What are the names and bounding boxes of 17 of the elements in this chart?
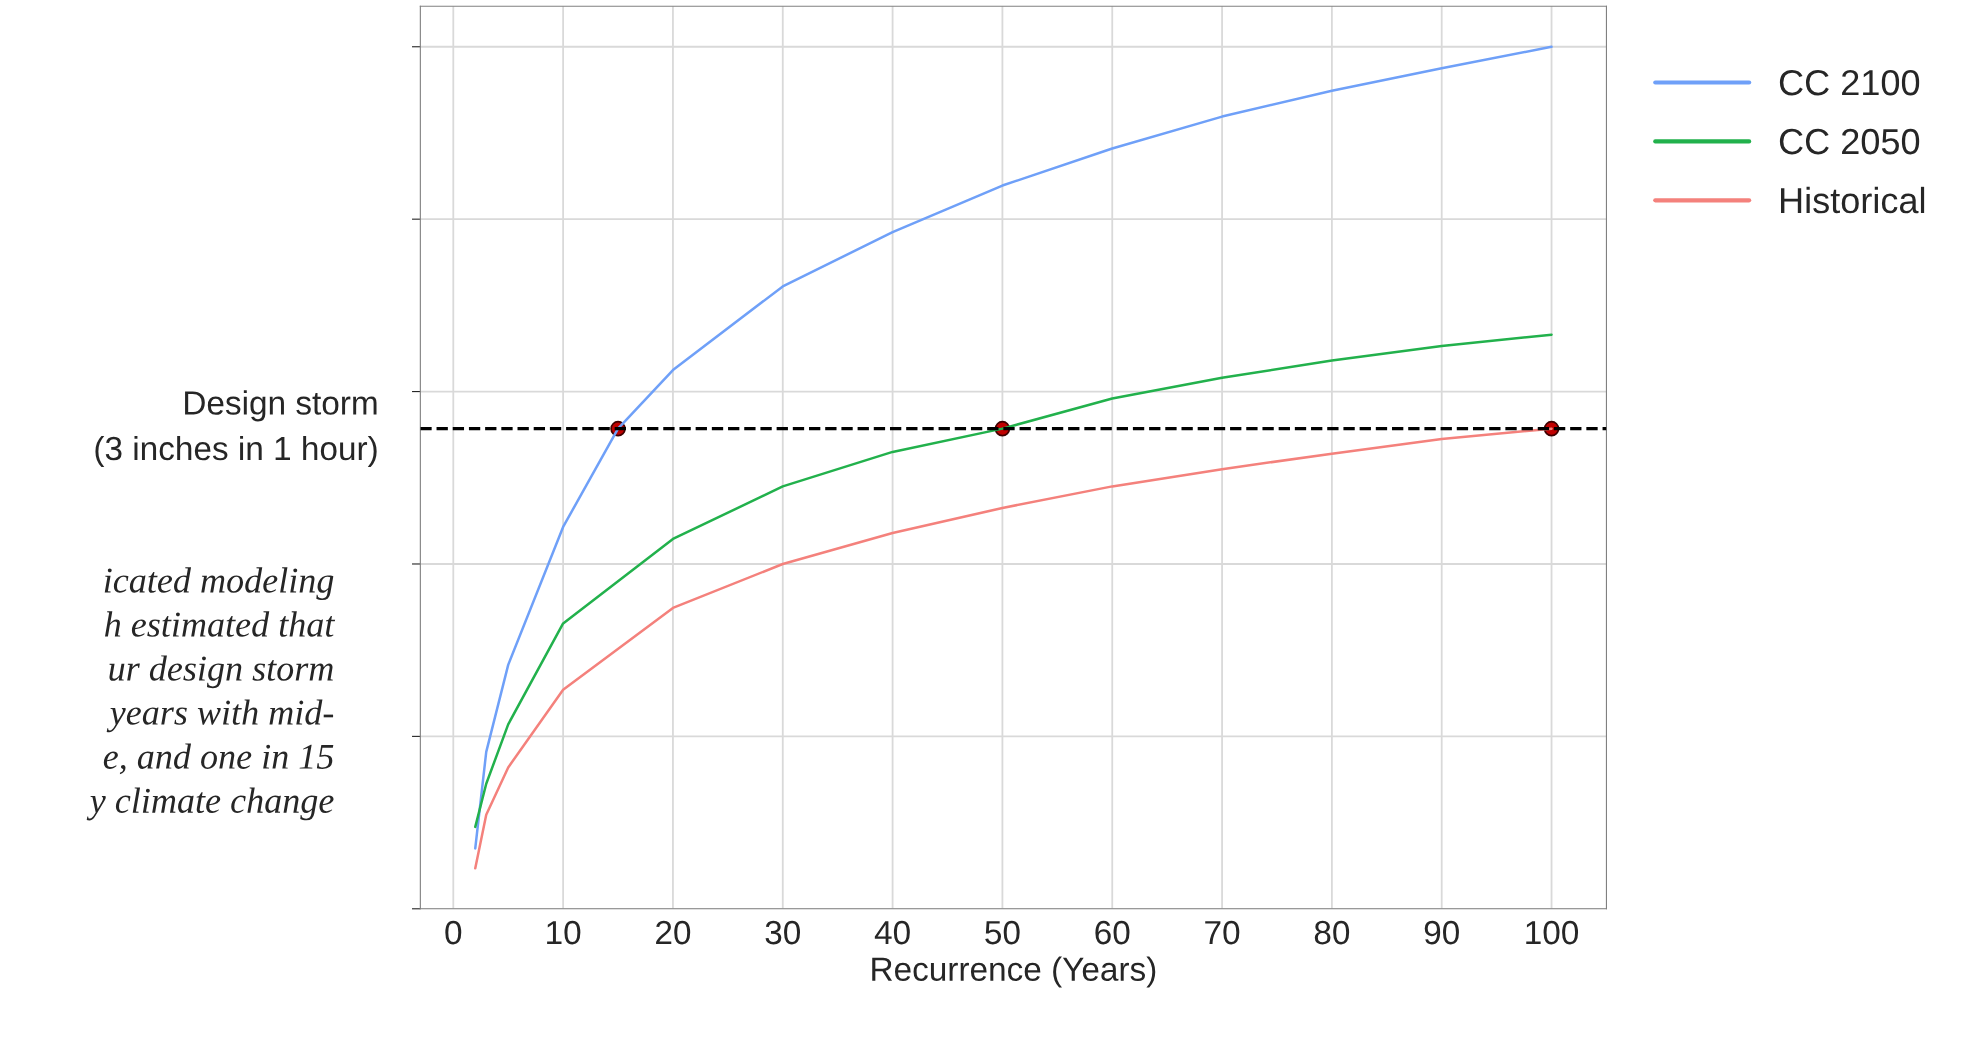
x-tick-label: 0 (445, 920, 462, 945)
legend-label: CC 2100 (1779, 69, 1920, 96)
x-tick-label: 100 (1526, 920, 1579, 945)
x-tick-label: 90 (1424, 920, 1459, 945)
x-tick-label: 10 (547, 920, 581, 945)
legend-label: CC 2050 (1779, 128, 1920, 155)
x-tick-label: 70 (1205, 920, 1240, 945)
x-axis-title: Recurrence (Years) (872, 956, 1156, 988)
x-tick-label: 80 (1314, 920, 1350, 945)
x-tick-label: 40 (874, 920, 910, 945)
x-tick-label: 20 (656, 920, 691, 945)
x-tick-label: 50 (985, 920, 1020, 945)
ref-line-label: Design storm (3 inches in 1 hour) (95, 390, 377, 467)
x-tick-label: 60 (1095, 920, 1130, 945)
legend-label: Historical (1781, 186, 1925, 214)
text: icated modeling h estimated that ur design storm years with mid- e, and one in 15 y climate change (86, 567, 336, 821)
x-tick-label: 30 (765, 920, 800, 945)
